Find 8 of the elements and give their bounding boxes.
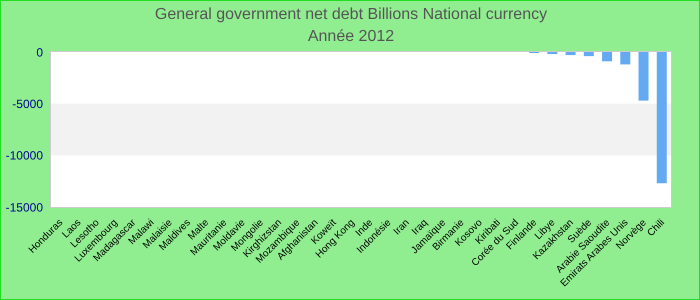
x-tick-label: Chili [645,217,668,239]
x-tick-label: Iran [392,217,412,238]
chart-title: General government net debt Billions National currency [154,5,548,25]
y-tick-label: -10000 [6,148,44,163]
chart-subtitle: Année 2012 [308,28,394,45]
y-tick-label: -15000 [6,200,44,214]
y-tick-label: -5000 [12,96,44,111]
y-tick-label: 0 [36,45,44,60]
